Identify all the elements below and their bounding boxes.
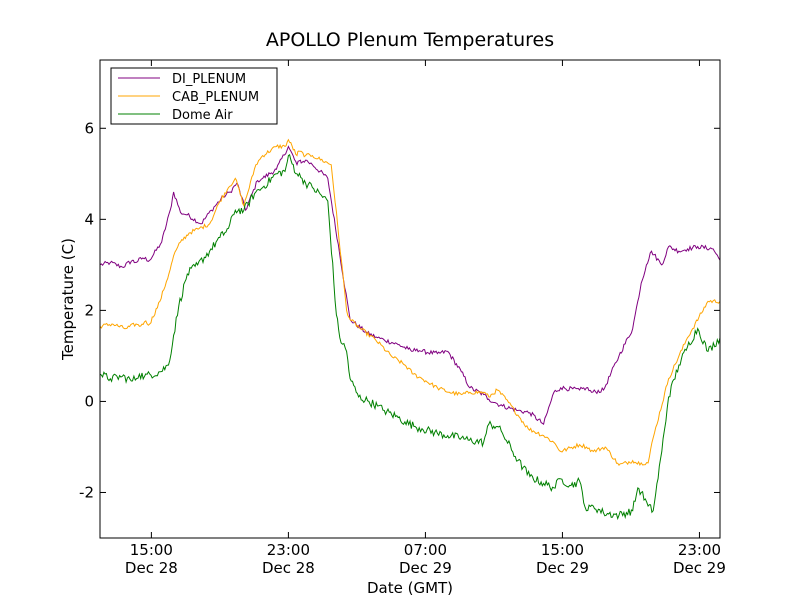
x-tick-label-date: Dec 28 — [262, 559, 315, 577]
y-tick-label: 6 — [84, 119, 94, 137]
x-tick-label-date: Dec 29 — [399, 559, 452, 577]
chart-title: APOLLO Plenum Temperatures — [266, 29, 554, 51]
x-tick-label-time: 15:00 — [541, 541, 584, 559]
y-tick-label: 4 — [84, 210, 94, 228]
legend-label-di-plenum: DI_PLENUM — [172, 72, 246, 87]
legend: DI_PLENUM CAB_PLENUM Dome Air — [110, 67, 278, 125]
x-tick-label-date: Dec 29 — [536, 559, 589, 577]
legend-label-dome-air: Dome Air — [172, 108, 233, 123]
legend-label-cab-plenum: CAB_PLENUM — [172, 90, 259, 105]
x-axis-label: Date (GMT) — [367, 579, 453, 597]
plot-series — [99, 138, 721, 521]
y-tick-label: -2 — [79, 483, 94, 501]
x-tick-label-date: Dec 28 — [125, 559, 178, 577]
series-line-cab-plenum — [99, 138, 721, 467]
y-tick-label: 0 — [84, 392, 94, 410]
x-tick-label-time: 15:00 — [130, 541, 173, 559]
x-tick-label-time: 07:00 — [404, 541, 447, 559]
series-line-dome-air — [99, 153, 721, 521]
y-axis-label: Temperature (C) — [59, 238, 77, 361]
x-tick-label-time: 23:00 — [678, 541, 721, 559]
y-tick-label: 2 — [84, 301, 94, 319]
series-line-di-plenum — [99, 145, 721, 426]
axes-ticks — [100, 60, 720, 538]
x-tick-label-time: 23:00 — [267, 541, 310, 559]
x-tick-label-date: Dec 29 — [673, 559, 726, 577]
plot-frame — [99, 59, 721, 539]
y-tick-labels: -2 0 2 4 6 — [79, 119, 94, 501]
